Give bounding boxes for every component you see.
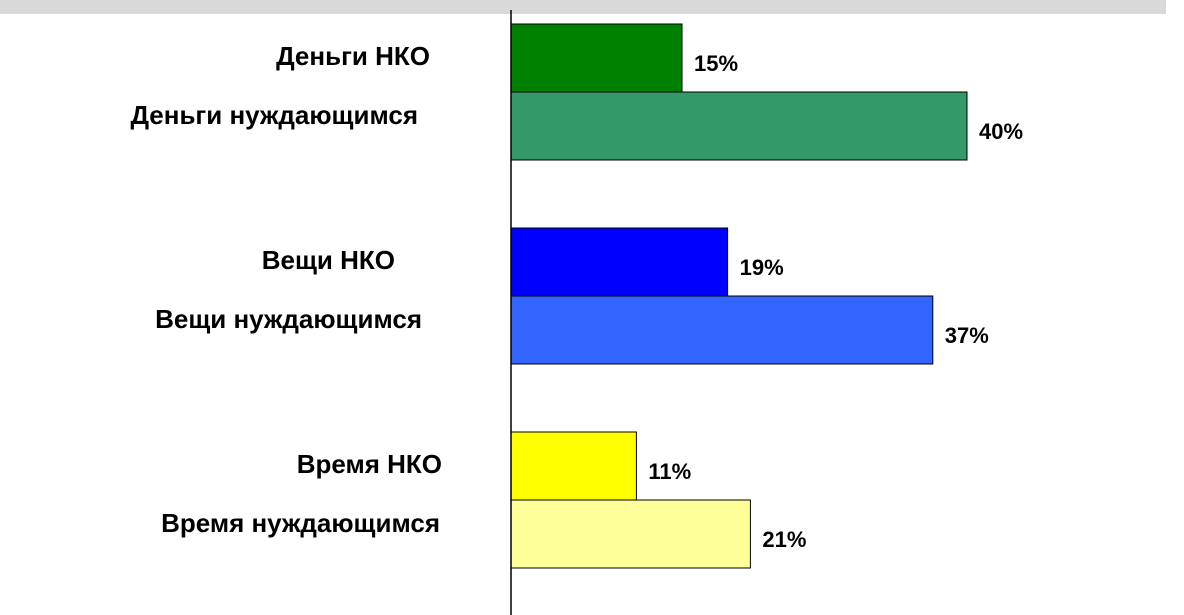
bar [510, 91, 968, 161]
value-label: 19% [740, 255, 784, 280]
value-label: 15% [694, 51, 738, 76]
category-label: Время нуждающимся [161, 508, 440, 538]
bar [510, 295, 934, 365]
category-label: Деньги нуждающимся [130, 100, 418, 130]
bar [510, 431, 637, 501]
value-label: 11% [648, 459, 691, 484]
top-band [0, 0, 1166, 14]
value-label: 21% [762, 527, 806, 552]
category-label: Вещи нуждающимся [155, 304, 422, 334]
category-label: Деньги НКО [276, 41, 430, 71]
bar [510, 499, 751, 569]
category-label: Вещи НКО [262, 245, 395, 275]
value-label: 40% [979, 119, 1023, 144]
bar [510, 227, 729, 297]
bar [510, 23, 683, 93]
category-label: Время НКО [297, 449, 442, 479]
value-label: 37% [945, 323, 989, 348]
